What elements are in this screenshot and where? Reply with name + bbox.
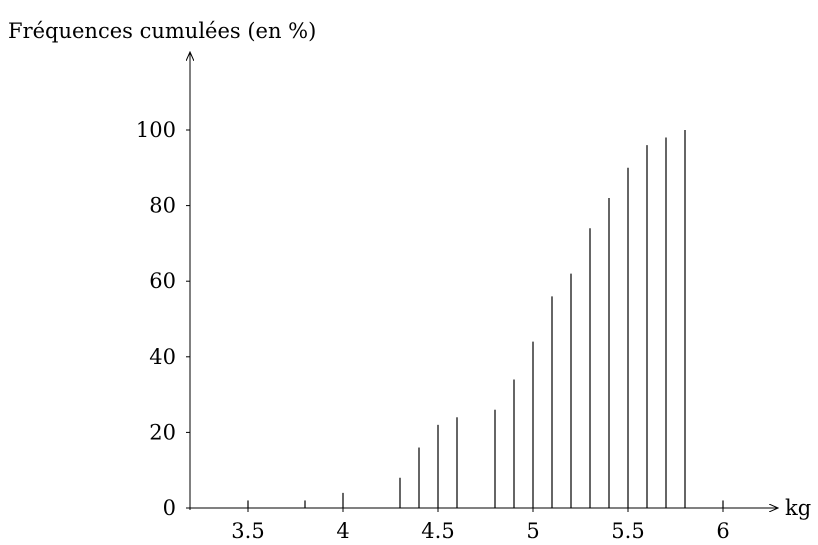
- y-tick-labels: 0 20 40 60 80 100: [136, 118, 190, 520]
- x-tick-label: 3.5: [231, 519, 264, 543]
- x-tick-label: 5.5: [611, 519, 644, 543]
- x-tick-label: 4: [336, 519, 349, 543]
- x-tick-label: 6: [716, 519, 729, 543]
- x-tick-label: 5: [526, 519, 539, 543]
- y-tick-label: 0: [163, 496, 176, 520]
- x-axis-label: kg: [785, 496, 811, 520]
- data-bars: [247, 130, 724, 508]
- x-tick-labels: 3.5 4 4.5 5 5.5 6: [231, 508, 730, 543]
- x-tick-label: 4.5: [421, 519, 454, 543]
- y-axis-label: Fréquences cumulées (en %): [8, 19, 316, 43]
- y-tick-label: 100: [136, 118, 176, 142]
- y-tick-label: 60: [149, 269, 176, 293]
- y-tick-label: 40: [149, 345, 176, 369]
- y-tick-label: 80: [149, 194, 176, 218]
- y-tick-label: 20: [149, 420, 176, 444]
